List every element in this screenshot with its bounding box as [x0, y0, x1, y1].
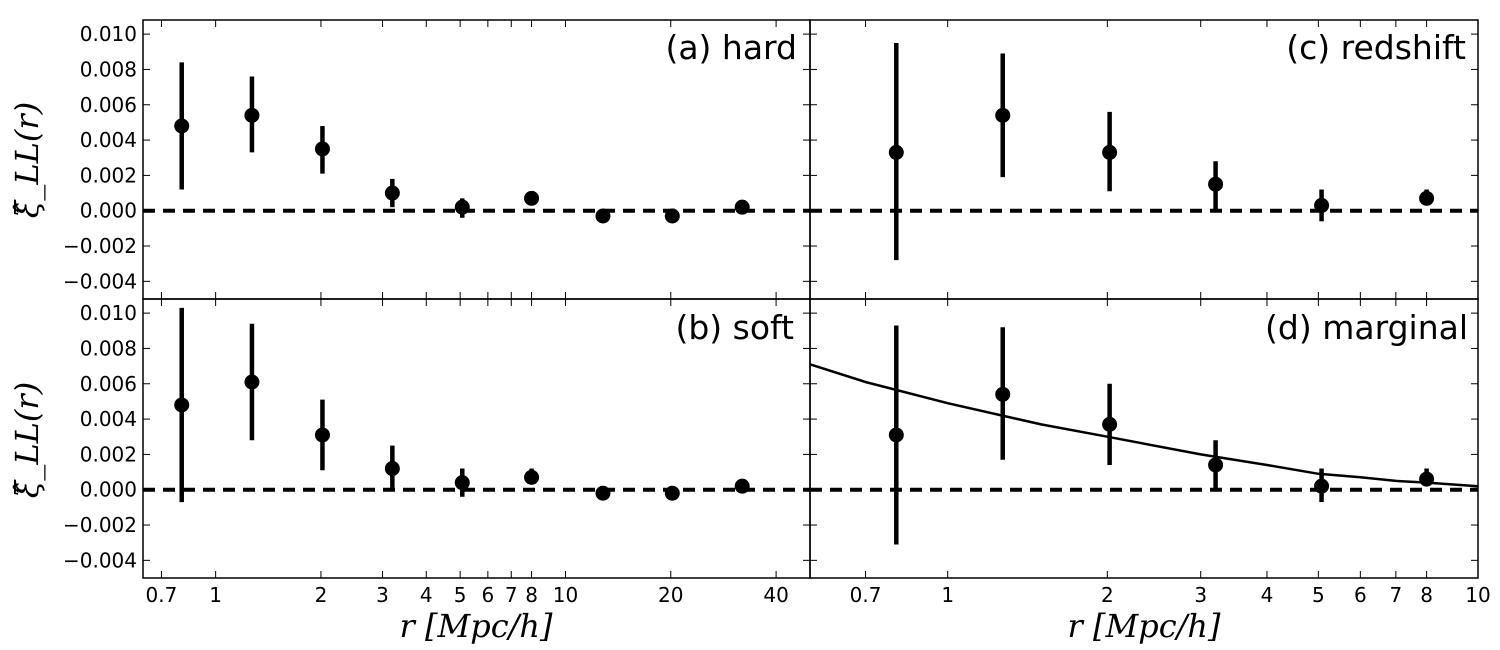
x-tick-label: 0.7: [850, 583, 882, 607]
data-point: [1419, 471, 1435, 487]
data-point: [1208, 176, 1224, 192]
y-axis-label-top: ξ̂_LL(r): [8, 102, 46, 218]
x-tick-label: 7: [505, 583, 518, 607]
x-tick-label: 3: [1194, 583, 1207, 607]
y-tick-label: 0.004: [80, 128, 137, 152]
x-tick-label: 20: [658, 583, 683, 607]
data-point: [1419, 190, 1435, 206]
y-tick-label: 0.002: [80, 163, 137, 187]
x-tick-label: 4: [1261, 583, 1274, 607]
panel-a: −0.004 −0.002 0.000 0.002 0.004 0.006 0.008 0.0…: [63, 19, 811, 300]
x-tick-label: 5: [454, 583, 467, 607]
panels: −0.004 −0.002 0.000 0.002 0.004 0.006 0.008 0.0…: [63, 19, 1491, 607]
y-tick-label: 0.010: [80, 22, 137, 46]
y-tick-label: 0.004: [80, 407, 137, 431]
x-tick-label: 5: [1312, 583, 1325, 607]
x-tick-label: 6: [1354, 583, 1367, 607]
x-tick-label: 8: [1420, 583, 1433, 607]
y-tick-label: −0.004: [63, 269, 137, 293]
data-point: [244, 374, 260, 390]
x-tick-label: 10: [1465, 583, 1490, 607]
panel-label-b: (b) soft: [675, 308, 794, 347]
panel-c: [809, 19, 1479, 300]
data-point: [314, 141, 330, 157]
data-point: [314, 427, 330, 443]
y-tick-label: 0.006: [80, 372, 137, 396]
data-point: [454, 475, 470, 491]
x-tick-label: 40: [763, 583, 788, 607]
y-tick-label: −0.002: [63, 234, 137, 258]
panel-label-c: (c) redshift: [1286, 28, 1466, 67]
panel-d: 0.7 1 2 3 4 5 6 7 8 10: [809, 298, 1491, 607]
data-point: [384, 185, 400, 201]
model-fit-curve: [810, 363, 1478, 488]
data-point: [664, 208, 680, 224]
data-point: [595, 208, 611, 224]
data-point: [595, 485, 611, 501]
y-tick-label: 0.000: [80, 199, 137, 223]
panel-label-d: (d) marginal: [1265, 308, 1468, 347]
data-point: [664, 485, 680, 501]
y-tick-label: −0.002: [63, 513, 137, 537]
data-point: [454, 199, 470, 215]
x-tick-label: 2: [315, 583, 328, 607]
x-tick-label: 0.7: [146, 583, 178, 607]
y-tick-label: −0.004: [63, 548, 137, 572]
panel-frame: [809, 298, 1479, 579]
data-point: [524, 469, 540, 485]
data-point: [174, 397, 190, 413]
data-point: [1208, 457, 1224, 473]
y-tick-label: 0.008: [80, 336, 137, 360]
data-point: [734, 199, 750, 215]
data-point: [1314, 197, 1330, 213]
x-axis-label-right: r [Mpc/h]: [1068, 607, 1222, 645]
data-point: [244, 107, 260, 123]
x-tick-label: 4: [420, 583, 433, 607]
data-point: [888, 144, 904, 160]
panel-label-a: (a) hard: [665, 28, 797, 67]
panel-b: −0.004 −0.002 0.000 0.002 0.004 0.006 0.008 0.0…: [63, 298, 811, 607]
x-tick-label: 6: [481, 583, 494, 607]
x-tick-label: 8: [525, 583, 538, 607]
y-tick-label: 0.006: [80, 93, 137, 117]
y-tick-label: 0.002: [80, 442, 137, 466]
x-tick-label: 10: [553, 583, 578, 607]
data-point: [524, 190, 540, 206]
x-tick-label: 1: [209, 583, 222, 607]
data-point: [734, 478, 750, 494]
data-point: [1102, 416, 1118, 432]
x-tick-label: 7: [1389, 583, 1402, 607]
y-axis-label-bottom: ξ̂_LL(r): [8, 382, 46, 498]
data-point: [995, 386, 1011, 402]
x-axis-label-left: r [Mpc/h]: [400, 607, 554, 645]
data-point: [174, 118, 190, 134]
data-point: [384, 461, 400, 477]
x-tick-label: 2: [1101, 583, 1114, 607]
data-point: [1102, 144, 1118, 160]
y-tick-label: 0.000: [80, 478, 137, 502]
y-tick-label: 0.010: [80, 301, 137, 325]
data-point: [888, 427, 904, 443]
y-tick-label: 0.008: [80, 57, 137, 81]
data-point: [995, 107, 1011, 123]
x-tick-label: 1: [941, 583, 954, 607]
data-point: [1314, 478, 1330, 494]
x-tick-label: 3: [376, 583, 389, 607]
